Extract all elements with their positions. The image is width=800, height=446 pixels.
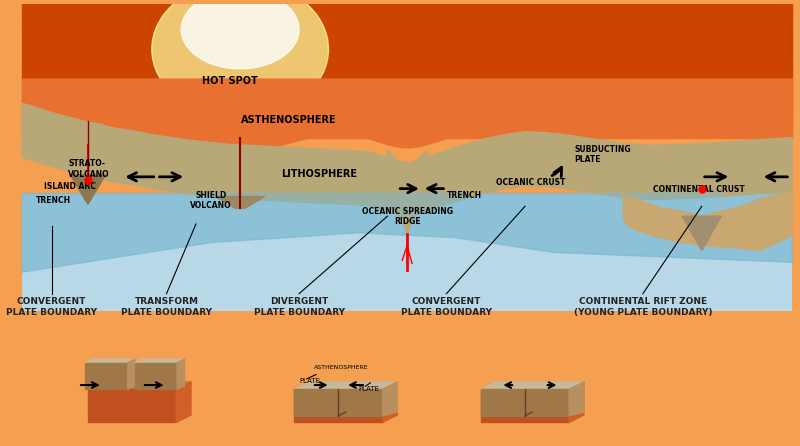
FancyBboxPatch shape [22,194,792,311]
Text: HOT SPOT: HOT SPOT [202,75,258,86]
Polygon shape [294,382,398,389]
Text: ASTHENOSPHERE: ASTHENOSPHERE [314,365,369,370]
Text: SHIELD
VOLCANO: SHIELD VOLCANO [190,191,231,210]
Polygon shape [569,382,584,416]
Polygon shape [177,359,185,389]
Text: LITHOSPHERE: LITHOSPHERE [281,169,357,179]
Text: PLATE: PLATE [299,378,320,384]
Polygon shape [294,382,398,389]
Polygon shape [623,192,792,251]
Text: CONTINENTAL RIFT ZONE
(YOUNG PLATE BOUNDARY): CONTINENTAL RIFT ZONE (YOUNG PLATE BOUND… [574,297,712,317]
Polygon shape [215,197,265,208]
Polygon shape [22,103,792,217]
Polygon shape [682,216,722,251]
Polygon shape [86,363,128,389]
Polygon shape [22,194,792,272]
Ellipse shape [182,0,299,69]
Text: SUBDUCTING
PLATE: SUBDUCTING PLATE [574,145,630,164]
Polygon shape [176,382,191,422]
Polygon shape [387,150,426,234]
Polygon shape [481,382,584,389]
Polygon shape [70,175,106,204]
Polygon shape [134,359,185,363]
Text: STRATO-
VOLCANO: STRATO- VOLCANO [68,159,110,179]
Polygon shape [86,359,135,363]
Text: TRENCH: TRENCH [36,196,71,205]
Polygon shape [294,389,382,422]
Text: OCEANIC CRUST: OCEANIC CRUST [495,178,565,187]
Polygon shape [569,382,584,422]
Polygon shape [88,382,191,389]
Text: OCEANIC SPREADING
RIDGE: OCEANIC SPREADING RIDGE [362,206,453,226]
Text: PLATE: PLATE [358,386,379,392]
Polygon shape [134,363,177,389]
Polygon shape [88,389,176,422]
Text: ISLAND ARC: ISLAND ARC [44,182,95,190]
Polygon shape [294,389,382,416]
Text: CONTINENTAL CRUST: CONTINENTAL CRUST [653,185,745,194]
Polygon shape [382,382,398,416]
Text: ASTHENOSPHERE: ASTHENOSPHERE [242,115,337,125]
Polygon shape [481,382,584,389]
Polygon shape [382,382,398,422]
Polygon shape [128,359,135,389]
Ellipse shape [152,0,329,118]
Text: TRANSFORM
PLATE BOUNDARY: TRANSFORM PLATE BOUNDARY [121,297,212,317]
Text: DIVERGENT
PLATE BOUNDARY: DIVERGENT PLATE BOUNDARY [254,297,345,317]
Polygon shape [481,389,569,416]
Polygon shape [481,389,569,422]
Text: CONVERGENT
PLATE BOUNDARY: CONVERGENT PLATE BOUNDARY [6,297,97,317]
Text: TRENCH: TRENCH [446,191,482,200]
Text: CONVERGENT
PLATE BOUNDARY: CONVERGENT PLATE BOUNDARY [401,297,492,317]
